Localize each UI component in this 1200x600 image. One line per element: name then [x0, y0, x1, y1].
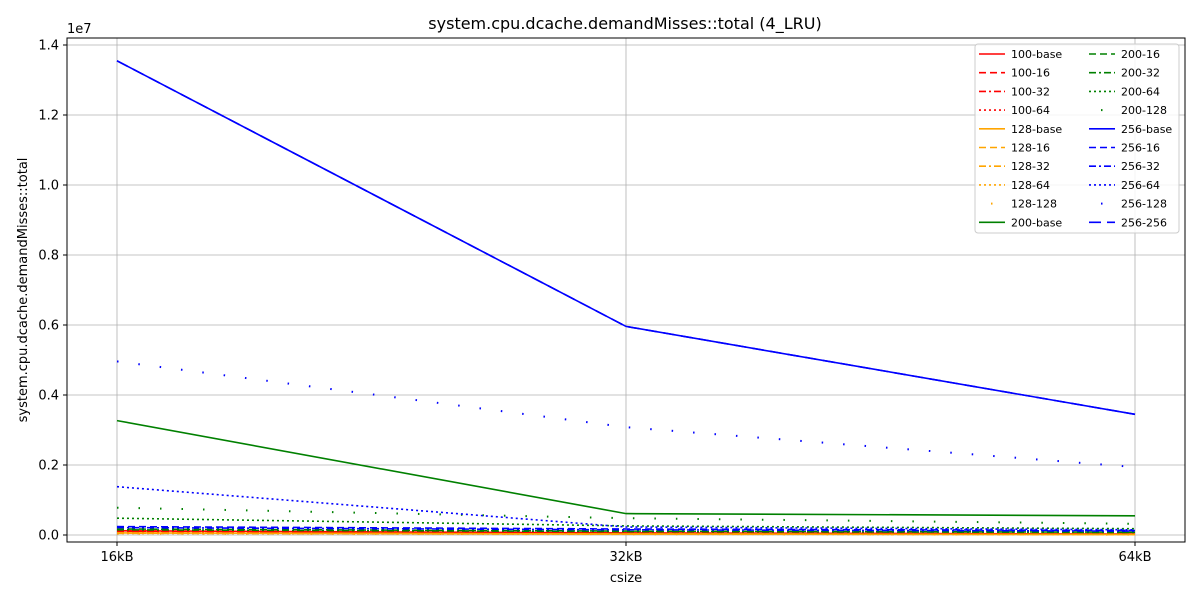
y-tick-label: 0.0 — [38, 529, 59, 544]
legend-label: 256-base — [1121, 123, 1172, 136]
x-tick-label: 32kB — [610, 550, 643, 565]
series-line-200-32 — [116, 528, 1136, 534]
y-tick-label: 0.6 — [38, 319, 59, 334]
legend-label: 256-256 — [1121, 216, 1167, 229]
y-tick-label: 1.4 — [38, 39, 59, 54]
x-axis: 16kB 32kB 64kB — [101, 542, 1152, 565]
series-line-256-64 — [116, 485, 1136, 531]
legend-label: 100-64 — [1011, 104, 1050, 117]
x-tick-label: 64kB — [1119, 550, 1152, 565]
legend-label: 200-64 — [1121, 85, 1160, 98]
series-line-100-32 — [116, 530, 1136, 535]
series-line-256-32 — [116, 526, 1136, 532]
chart-title: system.cpu.dcache.demandMisses::total (4… — [428, 14, 821, 34]
legend-label: 200-128 — [1121, 104, 1167, 117]
legend-label: 200-16 — [1121, 48, 1160, 61]
series-layer — [116, 60, 1136, 536]
x-tick-label: 16kB — [101, 550, 134, 565]
legend-label: 100-16 — [1011, 67, 1050, 80]
legend-label: 128-16 — [1011, 142, 1050, 155]
legend-label: 256-64 — [1121, 179, 1160, 192]
y-axis-multiplier: 1e7 — [67, 22, 92, 37]
y-tick-label: 0.8 — [38, 249, 59, 264]
y-tick-label: 0.4 — [38, 389, 59, 404]
series-line-200-base — [116, 419, 1136, 517]
legend-label: 256-16 — [1121, 142, 1160, 155]
series-line-256-16 — [116, 525, 1136, 532]
legend-label: 200-base — [1011, 216, 1062, 229]
legend-label: 100-base — [1011, 48, 1062, 61]
y-tick-label: 1.2 — [38, 109, 59, 124]
legend-label: 128-base — [1011, 123, 1062, 136]
y-tick-label: 1.0 — [38, 179, 59, 194]
legend-label: 256-32 — [1121, 160, 1160, 173]
series-line-128-32 — [116, 532, 1136, 536]
y-axis: 0.0 0.2 0.4 0.6 0.8 1.0 1.2 1.4 — [38, 39, 67, 544]
legend-label: 256-128 — [1121, 198, 1167, 211]
legend-label: 128-64 — [1011, 179, 1050, 192]
legend-label: 100-32 — [1011, 85, 1050, 98]
legend-label: 128-128 — [1011, 198, 1057, 211]
x-axis-label: csize — [610, 571, 642, 586]
legend-label: 200-32 — [1121, 67, 1160, 80]
y-tick-label: 0.2 — [38, 459, 59, 474]
legend-label: 128-32 — [1011, 160, 1050, 173]
series-line-256-256 — [116, 60, 1136, 416]
y-axis-label: system.cpu.dcache.demandMisses::total — [16, 158, 31, 423]
legend-box — [974, 43, 1180, 234]
legend: 100-base 100-16 100-32 100-64 128-base 128-16… — [974, 43, 1180, 234]
